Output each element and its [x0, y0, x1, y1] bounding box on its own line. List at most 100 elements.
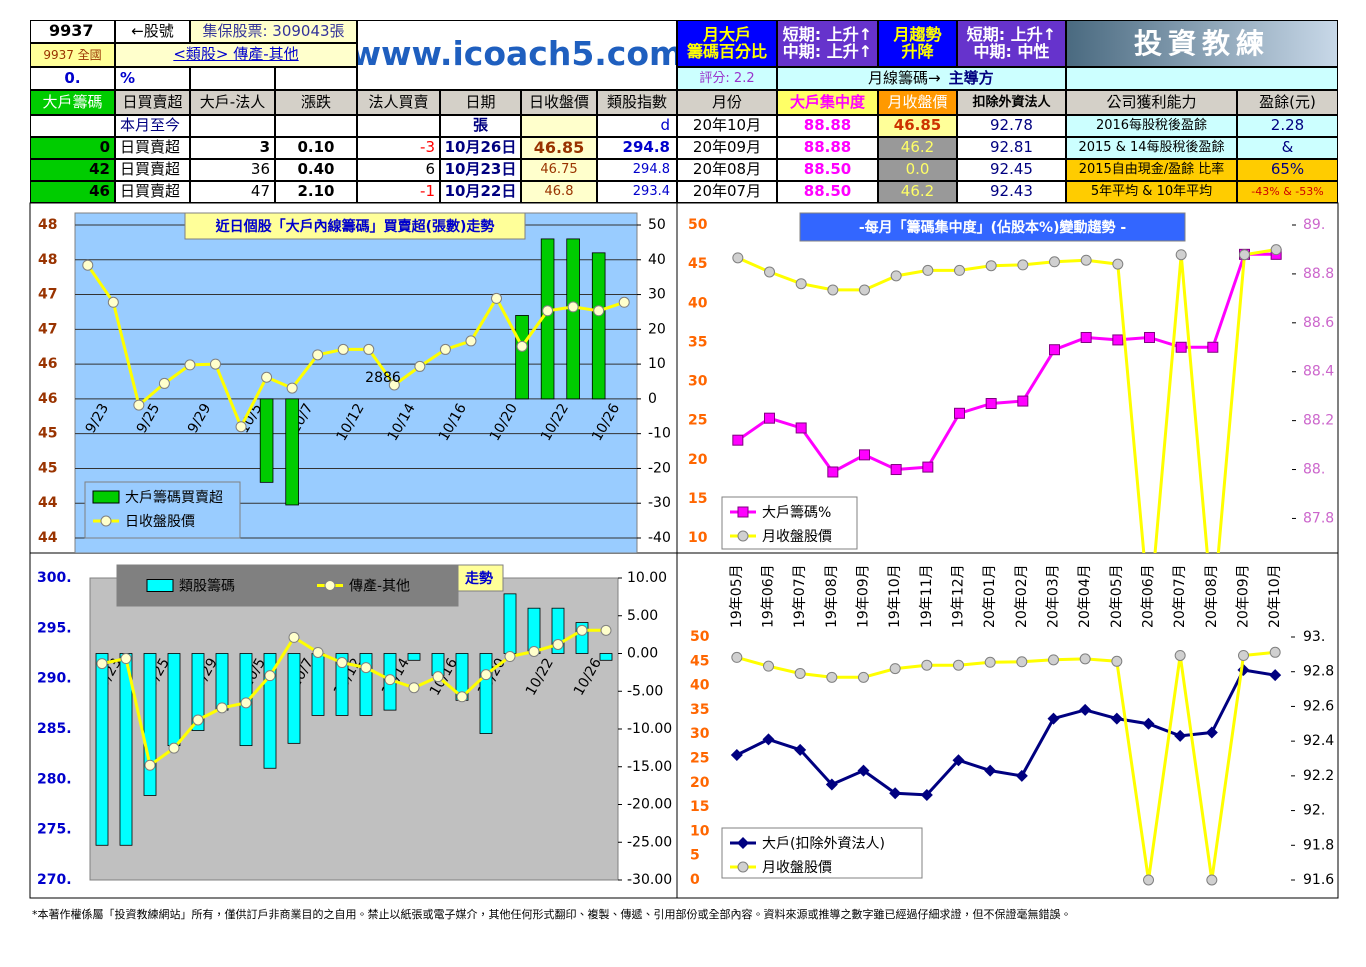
table-cell	[521, 115, 597, 137]
month-trend-line: 月趨勢	[893, 24, 942, 44]
table-cell: 0	[30, 137, 115, 159]
chart-title: 近日個股「大戶內線籌碼」買賣超(張數)走勢	[215, 218, 495, 235]
point	[1017, 259, 1029, 271]
y-tick-label: 5	[690, 848, 700, 864]
point	[1206, 874, 1218, 886]
point	[216, 702, 228, 714]
point	[235, 421, 247, 433]
point	[1080, 331, 1092, 343]
point	[576, 624, 588, 636]
y2-tick-label: -25.00	[627, 834, 672, 850]
x-tick-label: 20年07月	[1172, 564, 1188, 628]
bar	[311, 653, 325, 716]
bar	[599, 653, 613, 661]
point	[516, 340, 528, 352]
x-tick-label: 19年11月	[919, 564, 935, 628]
table-cell: 65%	[1237, 159, 1338, 181]
point	[337, 343, 349, 355]
point	[1049, 344, 1060, 356]
point	[465, 335, 477, 347]
point	[192, 714, 204, 726]
point	[552, 638, 564, 650]
point	[889, 663, 901, 675]
point	[985, 260, 997, 272]
legend-marker	[737, 837, 749, 849]
point	[984, 656, 996, 668]
table-cell: 日買賣超	[115, 137, 190, 159]
point	[764, 266, 775, 278]
column-header: 大戶集中度	[777, 90, 878, 115]
point	[1017, 395, 1029, 407]
bar	[191, 653, 205, 731]
y2-tick-label: -40	[648, 530, 671, 546]
table-cell: -3	[357, 137, 440, 159]
point	[600, 624, 612, 636]
x-tick-label: 19年06月	[761, 564, 777, 628]
y2-tick-label: -5.00	[627, 683, 663, 699]
y-tick-label: 20	[688, 452, 708, 468]
point	[593, 305, 605, 317]
point	[1174, 649, 1186, 661]
table-cell: 20年10月	[677, 115, 777, 137]
point	[1111, 655, 1123, 667]
point	[1079, 653, 1091, 665]
x-tick-label: 19年09月	[856, 564, 872, 628]
panel-border	[29, 202, 1339, 899]
y-tick-label: 50	[690, 629, 710, 645]
point	[264, 670, 276, 682]
y-tick-label: 0	[690, 872, 700, 888]
table-cell	[30, 115, 115, 137]
point	[414, 360, 426, 372]
y2-tick-label: -10.00	[627, 721, 672, 737]
market: 9937 全國	[30, 43, 115, 67]
point	[952, 754, 965, 767]
bar	[95, 653, 109, 846]
point	[825, 778, 838, 791]
table-cell: 2015自由現金/盈餘 比率	[1066, 159, 1237, 181]
point	[859, 284, 870, 296]
point	[618, 296, 630, 308]
bar	[335, 653, 349, 716]
bar	[287, 653, 301, 744]
point	[920, 788, 933, 801]
x-tick-label: 20年02月	[1014, 564, 1030, 628]
table-cell	[190, 115, 275, 137]
title-box	[184, 212, 526, 240]
point	[1270, 244, 1282, 256]
point	[288, 631, 300, 643]
score: 評分: 2.2	[677, 67, 777, 90]
y-tick-label: 275.	[37, 822, 72, 838]
point	[1015, 769, 1028, 782]
bar	[167, 653, 181, 747]
y2-tick-label: 50	[648, 217, 666, 233]
point	[480, 669, 492, 681]
point	[312, 349, 324, 361]
y2-tick-label: 92.2	[1303, 768, 1334, 784]
table-cell: 36	[190, 159, 275, 181]
table-cell: 10月26日	[440, 137, 521, 159]
x-tick-label: 19年05月	[729, 564, 745, 628]
point	[96, 658, 108, 670]
bar	[215, 653, 229, 711]
point	[168, 742, 180, 754]
legend-marker	[100, 515, 112, 527]
table-cell	[357, 115, 440, 137]
y-tick-label: 10	[688, 530, 708, 546]
y2-tick-label: 88.2	[1303, 413, 1334, 429]
chip-label: 月線籌碼→	[868, 68, 941, 87]
point	[1110, 712, 1123, 725]
point	[388, 379, 400, 391]
point	[732, 252, 744, 264]
point	[764, 412, 775, 424]
x-tick-label: 20年06月	[1141, 564, 1157, 628]
cell	[275, 67, 357, 90]
chart: 270. 275. 280. 285. 290. 295. 300. -30.00 -25.00…	[37, 564, 672, 888]
title-box	[454, 564, 504, 592]
table-cell: 88.88	[777, 115, 878, 137]
custody: 集保股票: 309043張	[190, 20, 357, 43]
point	[890, 464, 902, 476]
bar	[591, 252, 606, 400]
y2-tick-label: 92.	[1303, 803, 1325, 819]
y2-tick-label: 91.8	[1303, 837, 1334, 853]
